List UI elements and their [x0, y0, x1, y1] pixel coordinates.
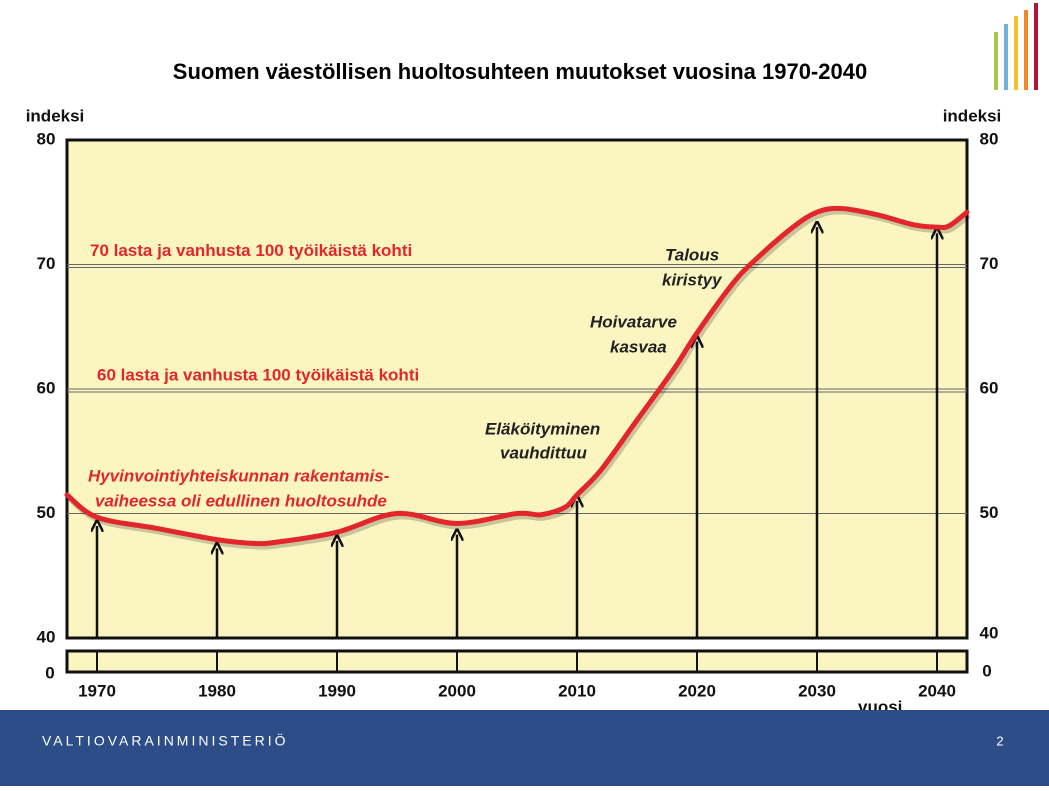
- chart-title: Suomen väestöllisen huoltosuhteen muutok…: [173, 59, 867, 84]
- x-tick-label: 2030: [798, 681, 836, 700]
- axis-break-label: 0: [45, 663, 54, 682]
- page-number: 2: [996, 733, 1003, 748]
- footer-organization: VALTIOVARAINMINISTERIÖ: [42, 732, 288, 749]
- y-tick-label: 40: [37, 627, 56, 646]
- y2-tick-label: 40: [980, 623, 999, 642]
- y2-tick-label: 60: [980, 378, 999, 397]
- x-tick-label: 1970: [78, 681, 116, 700]
- annotation: vauhdittuu: [500, 443, 587, 462]
- annotation: kiristyy: [662, 270, 723, 289]
- y-tick-label: 50: [37, 503, 56, 522]
- annotation: Hoivatarve: [590, 312, 677, 331]
- annotation: kasvaa: [610, 337, 667, 356]
- x-tick-label: 2010: [558, 681, 596, 700]
- reference-label: 60 lasta ja vanhusta 100 työikäistä koht…: [97, 365, 419, 384]
- annotation: Hyvinvointiyhteiskunnan rakentamis-: [88, 466, 390, 485]
- y2-tick-label: 50: [980, 503, 999, 522]
- line: [64, 205, 970, 547]
- footer-band: [0, 710, 1049, 786]
- x-tick-label: 1980: [198, 681, 236, 700]
- y2-tick-label: 70: [980, 254, 999, 273]
- y-tick-label: 60: [37, 378, 56, 397]
- annotation: Talous: [665, 245, 719, 264]
- x-tick-label: 2040: [918, 681, 956, 700]
- axis-break-label-right: 0: [982, 661, 991, 680]
- logo-bars: [994, 3, 1038, 90]
- y2-axis-label: indeksi: [943, 106, 1002, 125]
- x-tick-label: 1990: [318, 681, 356, 700]
- y-tick-label: 70: [37, 254, 56, 273]
- y2-tick-label: 80: [980, 129, 999, 148]
- reference-label: 70 lasta ja vanhusta 100 työikäistä koht…: [90, 241, 412, 260]
- annotation: vaiheessa oli edullinen huoltosuhde: [95, 491, 387, 510]
- y-axis-label: indeksi: [26, 106, 85, 125]
- x-tick-label: 2000: [438, 681, 476, 700]
- annotation: Eläköityminen: [485, 419, 600, 438]
- x-tick-label: 2020: [678, 681, 716, 700]
- y-tick-label: 80: [37, 129, 56, 148]
- axis-break-strip: [65, 649, 969, 674]
